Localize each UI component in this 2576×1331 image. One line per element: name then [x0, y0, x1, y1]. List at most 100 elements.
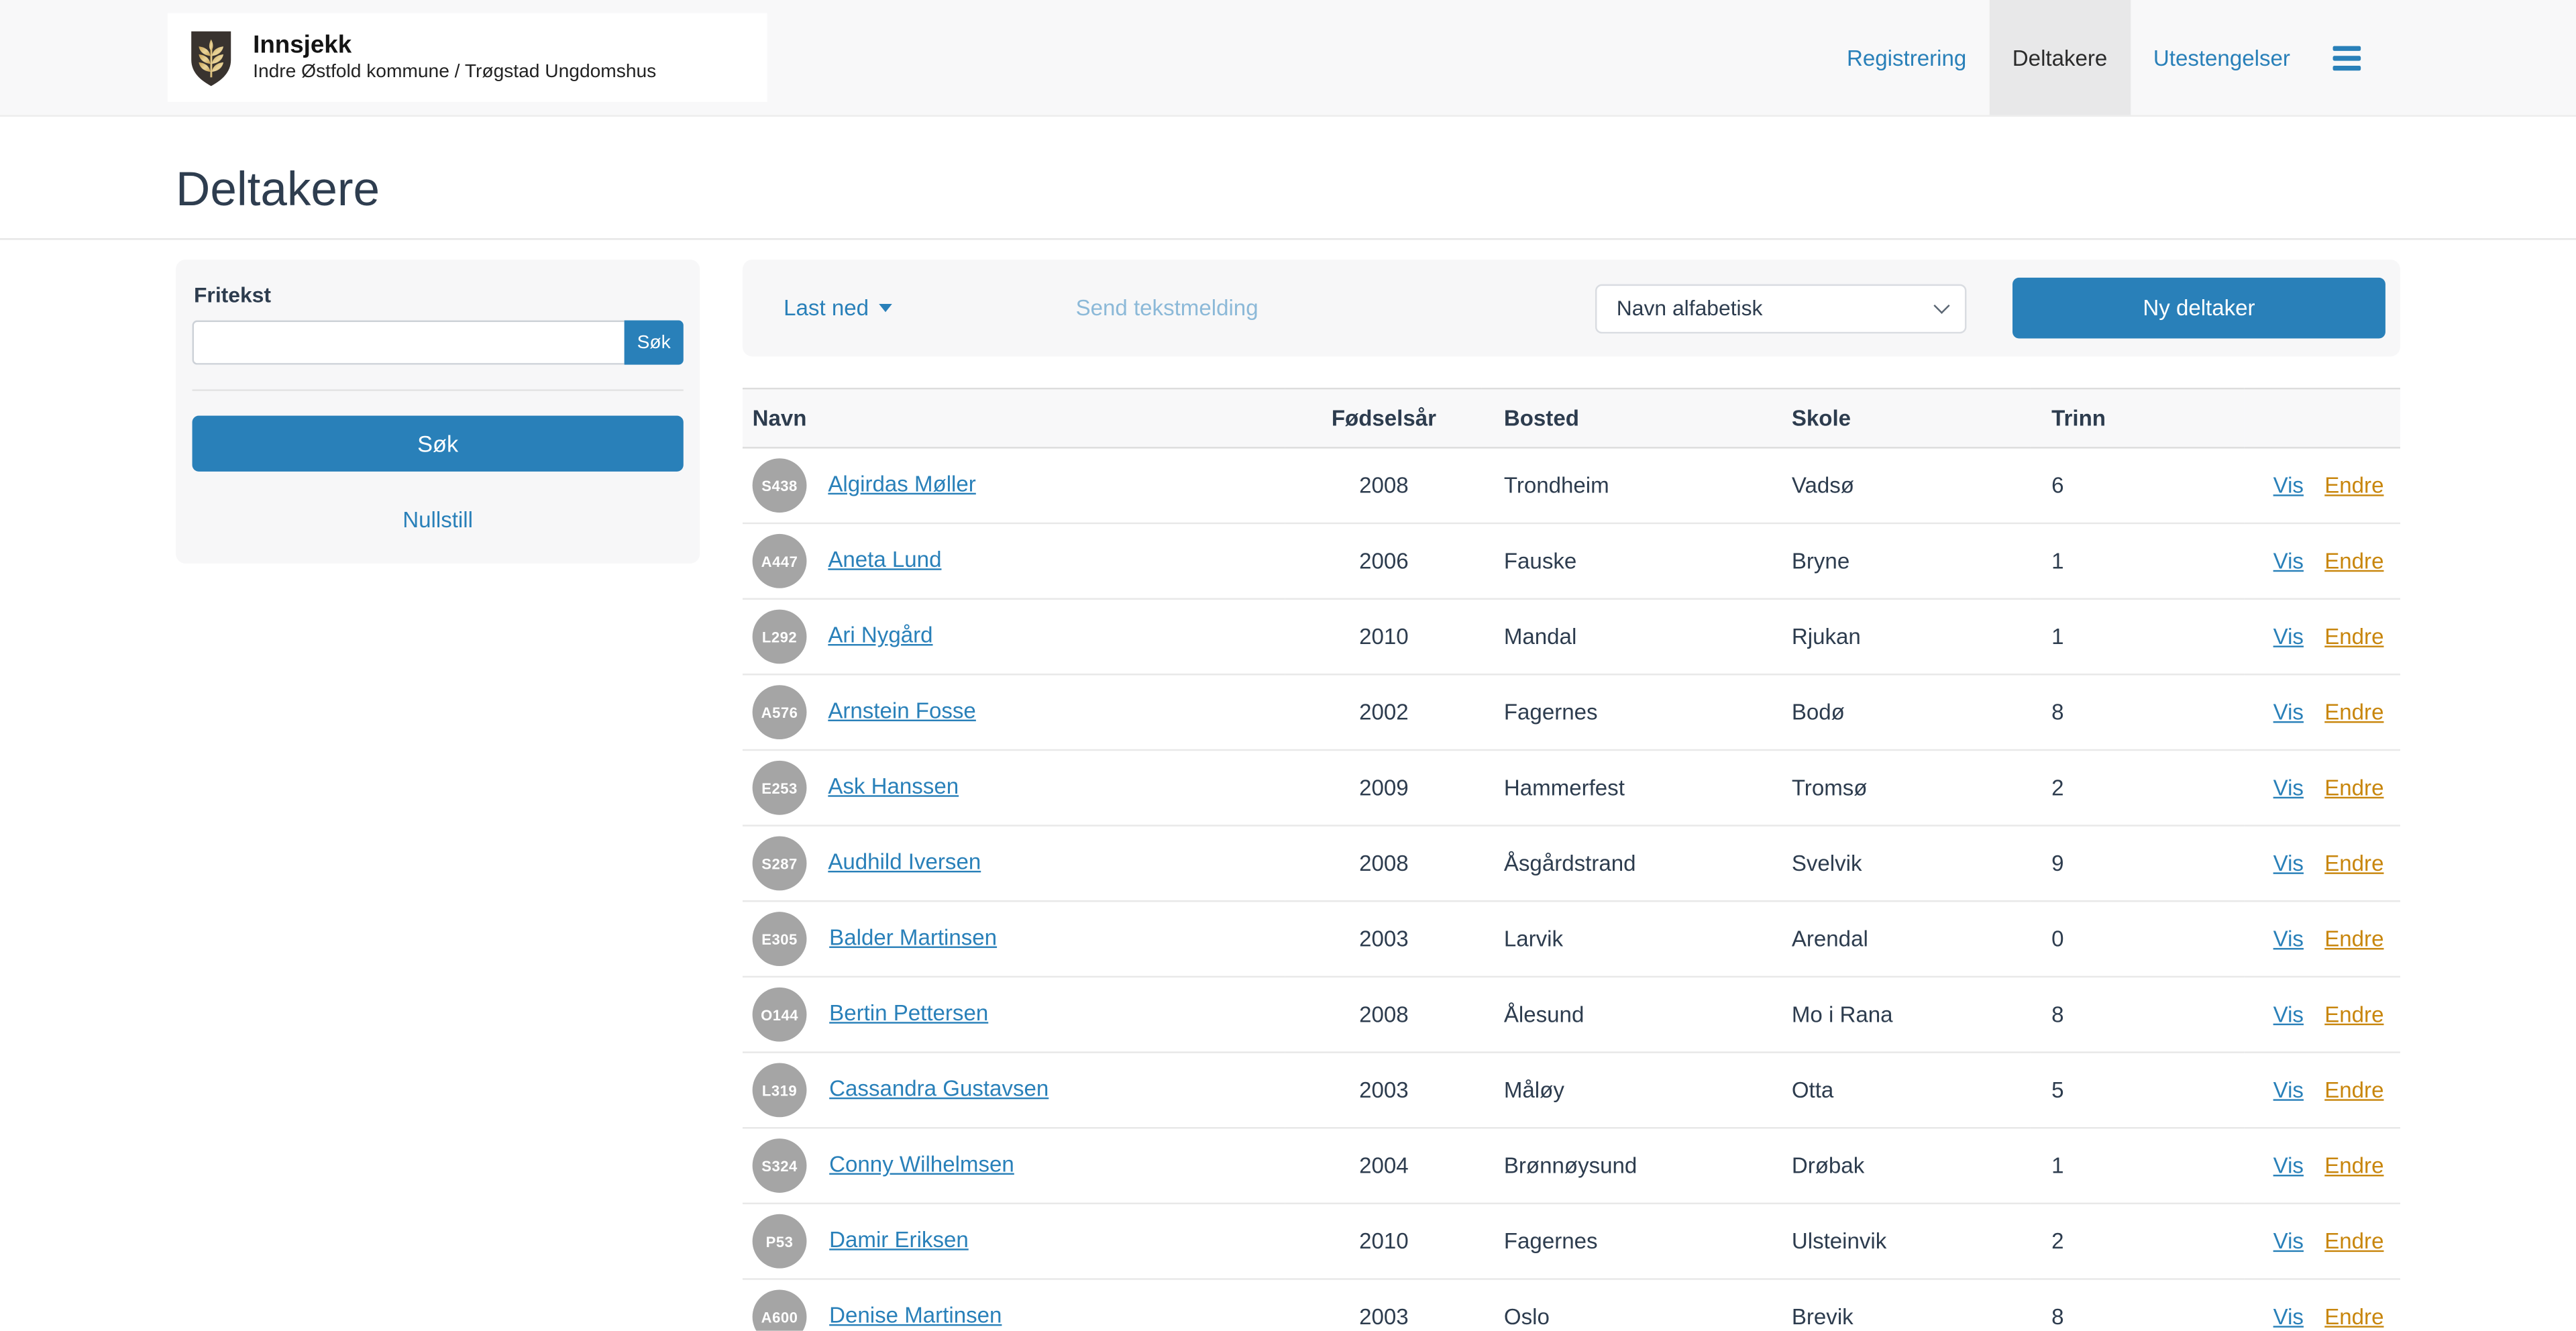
nullstill-link[interactable]: Nullstill: [402, 507, 473, 533]
participant-name-link[interactable]: Audhild Iversen: [828, 849, 981, 875]
endre-link[interactable]: Endre: [2324, 473, 2384, 498]
last-ned-dropdown[interactable]: Last ned: [784, 296, 892, 321]
cell-grade: 0: [2030, 901, 2244, 978]
cell-grade: 8: [2030, 1279, 2244, 1331]
vis-link[interactable]: Vis: [2273, 1228, 2304, 1254]
cell-school: Drøbak: [1770, 1128, 2031, 1205]
caret-down-icon: [878, 304, 892, 313]
cell-actions: Vis Endre: [2244, 825, 2400, 902]
cell-city: Fagernes: [1483, 1203, 1771, 1280]
brand-text: Innsjekk Indre Østfold kommune / Trøgsta…: [253, 31, 656, 85]
participant-name-link[interactable]: Algirdas Møller: [828, 472, 976, 496]
participant-name-link[interactable]: Balder Martinsen: [829, 924, 998, 950]
table-row: S324 Conny Wilhelmsen 2004 Brønnøysund D…: [742, 1128, 2400, 1205]
table-row: A447 Aneta Lund 2006 Fauske Bryne 1 Vis …: [742, 523, 2400, 600]
nav-item-utestengelser[interactable]: Utestengelser: [2153, 45, 2290, 70]
participant-name-link[interactable]: Damir Eriksen: [829, 1227, 969, 1253]
cell-name: S438 Algirdas Møller: [742, 447, 1285, 525]
vis-link[interactable]: Vis: [2273, 926, 2304, 951]
participant-badge: S287: [752, 836, 807, 891]
cell-grade: 2: [2030, 1203, 2244, 1280]
filter-panel: Fritekst Søk Søk Nullstill: [176, 259, 700, 564]
participant-badge: O144: [752, 987, 807, 1042]
endre-link[interactable]: Endre: [2324, 926, 2384, 951]
cell-actions: Vis Endre: [2244, 523, 2400, 600]
vis-link[interactable]: Vis: [2273, 624, 2304, 649]
cell-city: Fagernes: [1483, 674, 1771, 751]
vis-link[interactable]: Vis: [2273, 473, 2304, 498]
participant-name-link[interactable]: Ask Hanssen: [828, 774, 959, 799]
cell-name: A600 Denise Martinsen: [742, 1279, 1285, 1331]
cell-birth-year: 2003: [1285, 1052, 1483, 1129]
endre-link[interactable]: Endre: [2324, 1228, 2384, 1254]
participant-name-link[interactable]: Ari Nygård: [828, 623, 933, 648]
cell-city: Måløy: [1483, 1052, 1771, 1129]
participant-badge: L319: [752, 1063, 807, 1118]
cell-city: Hammerfest: [1483, 749, 1771, 827]
endre-link[interactable]: Endre: [2324, 548, 2384, 574]
endre-link[interactable]: Endre: [2324, 1002, 2384, 1027]
table-header-row: Navn Fødselsår Bosted Skole Trinn: [742, 387, 2400, 449]
app-subtitle: Indre Østfold kommune / Trøgstad Ungdoms…: [253, 62, 657, 83]
vis-link[interactable]: Vis: [2273, 1153, 2304, 1178]
participant-name-link[interactable]: Aneta Lund: [828, 547, 942, 572]
cell-city: Ålesund: [1483, 976, 1771, 1053]
table-row: S287 Audhild Iversen 2008 Åsgårdstrand S…: [742, 825, 2400, 902]
cell-school: Arendal: [1770, 901, 2031, 978]
page-divider: [0, 238, 2576, 240]
cell-birth-year: 2009: [1285, 749, 1483, 827]
nav-item-deltakere[interactable]: Deltakere: [1989, 0, 2131, 115]
page-title: Deltakere: [176, 164, 380, 217]
endre-link[interactable]: Endre: [2324, 1153, 2384, 1178]
vis-link[interactable]: Vis: [2273, 1077, 2304, 1103]
endre-link[interactable]: Endre: [2324, 700, 2384, 725]
nav-item-registrering[interactable]: Registrering: [1846, 45, 1967, 70]
endre-link[interactable]: Endre: [2324, 624, 2384, 649]
sok-inline-button[interactable]: Søk: [624, 320, 684, 365]
endre-link[interactable]: Endre: [2324, 1304, 2384, 1330]
endre-link[interactable]: Endre: [2324, 775, 2384, 800]
cell-school: Tromsø: [1770, 749, 2031, 827]
cell-birth-year: 2008: [1285, 447, 1483, 525]
sort-select[interactable]: Navn alfabetisk: [1595, 283, 1967, 333]
vis-link[interactable]: Vis: [2273, 1002, 2304, 1027]
participant-badge: A447: [752, 533, 807, 588]
cell-city: Fauske: [1483, 523, 1771, 600]
sort-select-value: Navn alfabetisk: [1616, 295, 1763, 321]
participant-badge: L292: [752, 609, 807, 664]
cell-birth-year: 2008: [1285, 976, 1483, 1053]
vis-link[interactable]: Vis: [2273, 851, 2304, 876]
cell-name: O144 Bertin Pettersen: [742, 976, 1285, 1053]
participant-name-link[interactable]: Bertin Pettersen: [829, 1000, 989, 1026]
sok-button[interactable]: Søk: [192, 415, 684, 472]
send-tekstmelding-link[interactable]: Send tekstmelding: [1075, 295, 1258, 321]
cell-school: Brevik: [1770, 1279, 2031, 1331]
menu-icon[interactable]: [2332, 45, 2361, 70]
vis-link[interactable]: Vis: [2273, 700, 2304, 725]
cell-school: Rjukan: [1770, 598, 2031, 676]
cell-school: Bodø: [1770, 674, 2031, 751]
endre-link[interactable]: Endre: [2324, 851, 2384, 876]
cell-birth-year: 2004: [1285, 1128, 1483, 1205]
participant-name-link[interactable]: Arnstein Fosse: [828, 698, 976, 723]
vis-link[interactable]: Vis: [2273, 775, 2304, 800]
cell-school: Mo i Rana: [1770, 976, 2031, 1053]
participant-name-link[interactable]: Denise Martinsen: [829, 1303, 1002, 1328]
cell-name: P53 Damir Eriksen: [742, 1203, 1285, 1280]
participant-badge: S438: [752, 458, 807, 513]
cell-actions: Vis Endre: [2244, 447, 2400, 525]
participant-name-link[interactable]: Conny Wilhelmsen: [829, 1151, 1014, 1177]
cell-school: Vadsø: [1770, 447, 2031, 525]
cell-school: Bryne: [1770, 523, 2031, 600]
vis-link[interactable]: Vis: [2273, 1304, 2304, 1330]
participant-name-link[interactable]: Cassandra Gustavsen: [829, 1076, 1049, 1101]
app-logo[interactable]: Innsjekk Indre Østfold kommune / Trøgsta…: [167, 13, 767, 102]
fritekst-input[interactable]: [192, 320, 625, 365]
cell-birth-year: 2010: [1285, 1203, 1483, 1280]
endre-link[interactable]: Endre: [2324, 1077, 2384, 1103]
ny-deltaker-button[interactable]: Ny deltaker: [2012, 277, 2385, 339]
col-header-bosted: Bosted: [1483, 387, 1771, 449]
vis-link[interactable]: Vis: [2273, 548, 2304, 574]
toolbar: Last ned Send tekstmelding Navn alfabeti…: [742, 259, 2400, 357]
